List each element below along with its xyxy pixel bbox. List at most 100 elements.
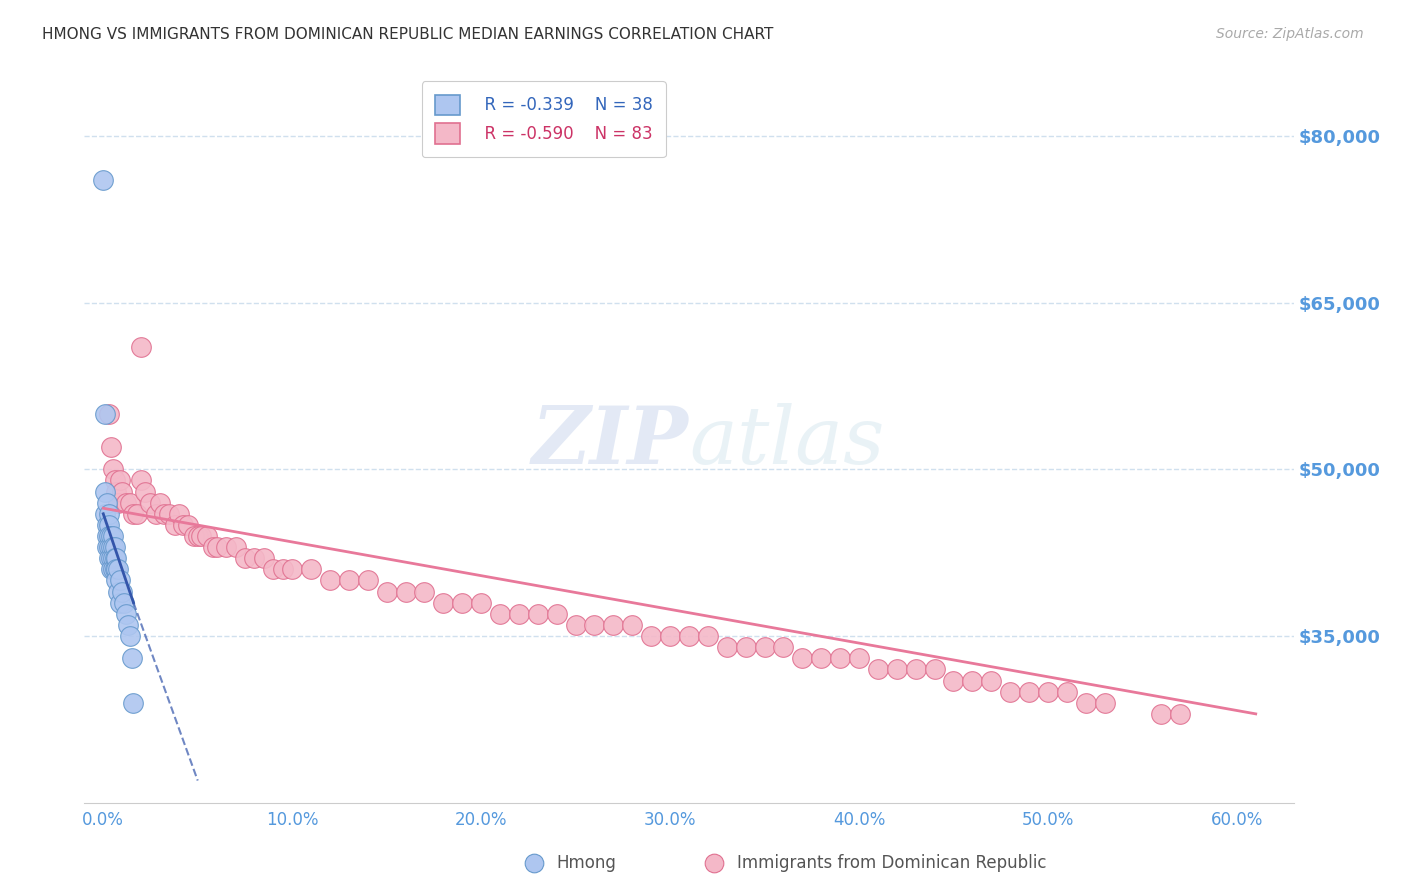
Point — [111, 484, 134, 499]
Point — [1150, 706, 1173, 721]
Point — [962, 673, 984, 688]
Point — [190, 529, 212, 543]
Point — [1018, 684, 1040, 698]
Point — [1036, 684, 1059, 698]
Point — [97, 407, 120, 421]
Point — [177, 517, 200, 532]
Point — [696, 629, 718, 643]
Point — [110, 596, 132, 610]
Point — [172, 517, 194, 532]
Point — [129, 340, 152, 354]
Point — [110, 474, 132, 488]
Point — [772, 640, 794, 655]
Point — [792, 651, 814, 665]
Point — [470, 596, 492, 610]
Point — [100, 562, 122, 576]
Point — [94, 484, 117, 499]
Point — [122, 507, 145, 521]
Point — [134, 484, 156, 499]
Point — [105, 551, 128, 566]
Point — [980, 673, 1002, 688]
Point — [117, 618, 139, 632]
Point — [337, 574, 360, 588]
Point — [357, 574, 380, 588]
Point — [225, 540, 247, 554]
Point — [904, 662, 927, 676]
Point — [810, 651, 832, 665]
Point — [1168, 706, 1191, 721]
Point — [394, 584, 416, 599]
Point — [104, 474, 127, 488]
Point — [105, 562, 128, 576]
Point — [527, 607, 550, 621]
Point — [734, 640, 756, 655]
Point — [129, 474, 152, 488]
Point — [523, 856, 546, 871]
Point — [1056, 684, 1078, 698]
Point — [716, 640, 738, 655]
Text: atlas: atlas — [689, 403, 884, 480]
Point — [157, 507, 180, 521]
Point — [1094, 696, 1116, 710]
Point — [96, 540, 118, 554]
Point — [97, 507, 120, 521]
Point — [112, 596, 135, 610]
Point — [271, 562, 294, 576]
Point — [97, 551, 120, 566]
Point — [101, 562, 124, 576]
Point — [96, 496, 118, 510]
Point — [205, 540, 228, 554]
Point — [97, 540, 120, 554]
Point — [659, 629, 682, 643]
Point — [924, 662, 946, 676]
Point — [546, 607, 568, 621]
Point — [167, 507, 190, 521]
Point — [152, 507, 174, 521]
Point — [127, 507, 149, 521]
Point — [145, 507, 167, 521]
Point — [602, 618, 624, 632]
Text: Immigrants from Dominican Republic: Immigrants from Dominican Republic — [737, 854, 1046, 872]
Point — [319, 574, 342, 588]
Point — [122, 696, 145, 710]
Point — [583, 618, 606, 632]
Point — [97, 517, 120, 532]
Point — [115, 496, 138, 510]
Point — [104, 551, 127, 566]
Point — [564, 618, 586, 632]
Point — [866, 662, 889, 676]
Point — [215, 540, 238, 554]
Point — [110, 574, 132, 588]
Point — [149, 496, 172, 510]
Point — [489, 607, 512, 621]
Point — [100, 540, 122, 554]
Point — [165, 517, 187, 532]
Point — [678, 629, 700, 643]
Point — [640, 629, 662, 643]
Point — [187, 529, 209, 543]
Point — [91, 173, 114, 187]
Point — [299, 562, 322, 576]
Point — [101, 462, 124, 476]
Point — [183, 529, 205, 543]
Point — [413, 584, 436, 599]
Point — [100, 529, 122, 543]
Point — [94, 507, 117, 521]
Point — [262, 562, 284, 576]
Point — [281, 562, 304, 576]
Point — [107, 562, 129, 576]
Point — [201, 540, 224, 554]
Point — [451, 596, 474, 610]
Point — [104, 540, 127, 554]
Point — [1074, 696, 1097, 710]
Point — [101, 529, 124, 543]
Point — [101, 551, 124, 566]
Point — [97, 529, 120, 543]
Point — [107, 584, 129, 599]
Point — [96, 517, 118, 532]
Point — [754, 640, 776, 655]
Point — [100, 440, 122, 454]
Point — [105, 484, 128, 499]
Text: HMONG VS IMMIGRANTS FROM DOMINICAN REPUBLIC MEDIAN EARNINGS CORRELATION CHART: HMONG VS IMMIGRANTS FROM DOMINICAN REPUB… — [42, 27, 773, 42]
Point — [233, 551, 256, 566]
